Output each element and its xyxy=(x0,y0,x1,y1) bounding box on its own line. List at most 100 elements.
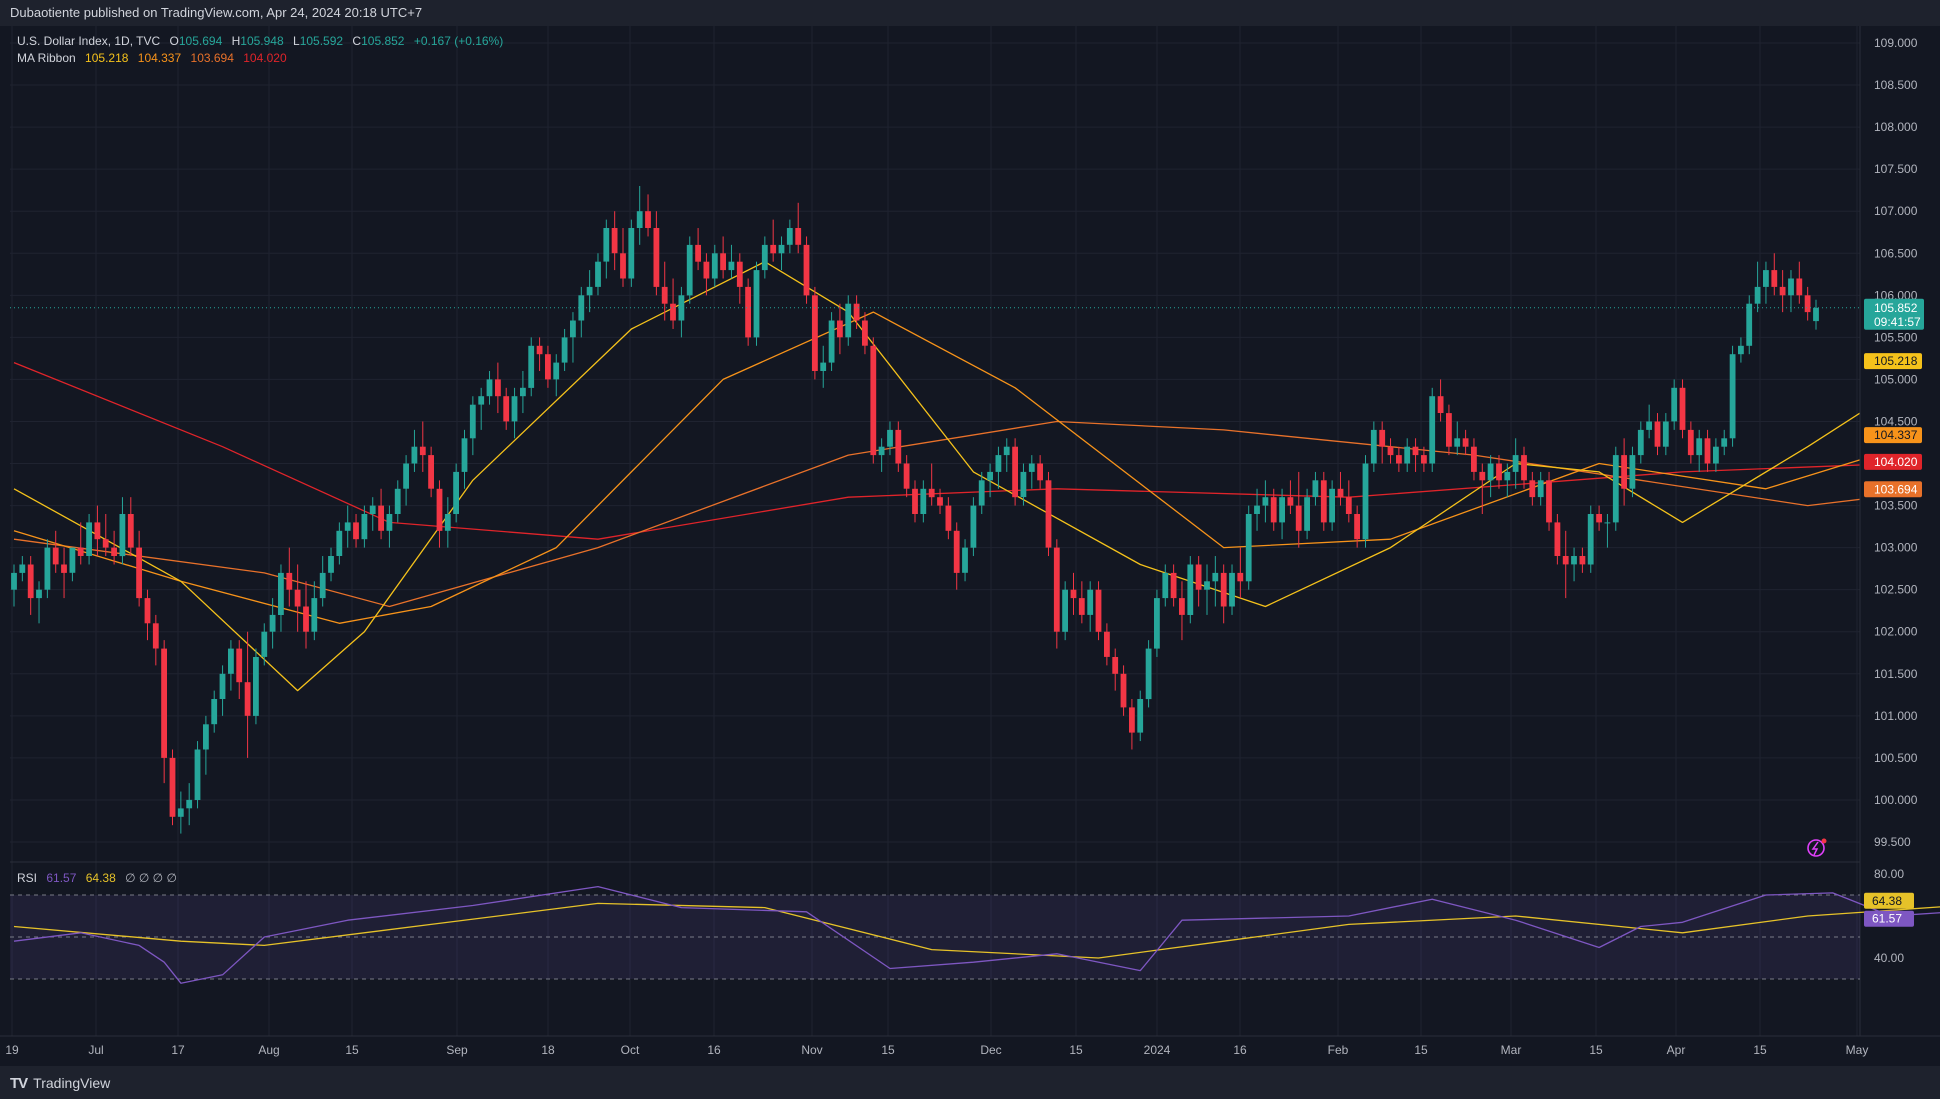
candle xyxy=(119,497,126,565)
rsi-band xyxy=(10,895,1860,979)
candle-body xyxy=(1521,455,1527,481)
candle-body xyxy=(686,244,693,296)
candle-body xyxy=(1329,488,1335,523)
candle xyxy=(44,539,51,599)
candle xyxy=(86,513,92,565)
time-axis[interactable]: 19 Jul 17 Aug 15 Sep 18 Oct 16 Nov 15 Dec 15 2024 16 Fe… xyxy=(0,1035,1940,1066)
candle xyxy=(127,497,134,557)
candle xyxy=(286,547,293,607)
candle-body xyxy=(319,572,326,599)
candle-body xyxy=(1654,421,1661,447)
candle xyxy=(1579,547,1586,573)
candle xyxy=(1254,488,1260,531)
candle xyxy=(186,783,193,826)
candle xyxy=(1237,547,1244,599)
candle-body xyxy=(1262,497,1269,506)
candle xyxy=(1037,455,1043,489)
candle-body xyxy=(795,228,802,245)
candle-body xyxy=(695,244,701,262)
candle xyxy=(1504,463,1511,498)
time-tick-label: 15 xyxy=(1589,1043,1603,1057)
price-axis[interactable]: 109.000 108.500 108.000 107.500 107.000 106.5… xyxy=(1859,26,1940,1036)
candle-body xyxy=(1779,286,1786,296)
candle xyxy=(586,270,593,313)
candle-body xyxy=(344,522,351,531)
candle-body xyxy=(1304,497,1310,531)
candle xyxy=(812,286,818,380)
candle xyxy=(862,312,868,355)
candle-body xyxy=(1462,438,1469,447)
price-chart[interactable]: 109.000 108.500 108.000 107.500 107.000 106.5… xyxy=(0,0,1940,1066)
candle xyxy=(1154,589,1160,657)
candle-body xyxy=(1396,455,1402,464)
candle-body xyxy=(1754,286,1761,304)
candle xyxy=(1145,640,1152,708)
candle-body xyxy=(1612,455,1619,523)
candle-body xyxy=(1245,514,1252,582)
candle-body xyxy=(1437,396,1444,413)
candle-body xyxy=(1571,556,1577,565)
candle-body xyxy=(820,362,827,371)
candle-body xyxy=(1713,446,1719,464)
candle xyxy=(1204,564,1210,615)
candle-body xyxy=(119,514,126,557)
candle xyxy=(1262,480,1269,523)
candle-body xyxy=(211,699,218,725)
candle-body xyxy=(586,286,593,296)
candle xyxy=(1813,299,1819,330)
last-price-tag: 105.852 xyxy=(1874,301,1918,315)
candle xyxy=(1437,379,1444,422)
ma200-line xyxy=(13,361,1940,540)
candle xyxy=(1596,505,1602,531)
candle-body xyxy=(294,589,301,607)
candle xyxy=(311,581,318,641)
candle xyxy=(561,328,568,372)
candle xyxy=(236,640,243,700)
candle xyxy=(61,547,67,599)
candle xyxy=(244,631,251,758)
candle xyxy=(269,598,276,649)
candle-body xyxy=(1270,497,1277,523)
candle-body xyxy=(1671,387,1678,422)
candle-body xyxy=(595,261,601,287)
candle xyxy=(728,244,735,279)
tradingview-logo[interactable]: TV TradingView xyxy=(10,1073,110,1093)
candle xyxy=(436,480,443,548)
candle xyxy=(1796,261,1803,304)
candle xyxy=(1337,471,1344,506)
candle-body xyxy=(44,547,51,590)
candle xyxy=(1078,581,1085,624)
ma-tag-bg xyxy=(1864,353,1922,370)
candle-body xyxy=(478,396,485,405)
time-axis-background xyxy=(0,1036,1940,1066)
candle xyxy=(845,295,852,346)
candle xyxy=(27,556,34,615)
candle-body xyxy=(1087,589,1094,615)
candle xyxy=(1562,530,1569,599)
candle-body xyxy=(803,244,810,296)
candle-body xyxy=(1070,589,1077,599)
candle-body xyxy=(503,396,510,422)
candle-body xyxy=(1062,589,1068,632)
time-tick-label: Mar xyxy=(1501,1043,1522,1057)
rsi-tick-label: 40.00 xyxy=(1874,951,1904,965)
plot-background xyxy=(10,26,1860,1036)
price-tick-label: 101.500 xyxy=(1874,667,1918,681)
candle-body xyxy=(1404,446,1411,464)
candle xyxy=(828,312,835,372)
candle-body xyxy=(578,295,585,321)
candle xyxy=(578,286,585,338)
candle-body xyxy=(1546,480,1552,523)
candle xyxy=(1496,455,1502,489)
candle-body xyxy=(286,572,293,590)
price-tick-label: 107.000 xyxy=(1874,204,1918,218)
time-tick-label: 2024 xyxy=(1144,1043,1171,1057)
candle xyxy=(1612,446,1619,531)
alert-icon[interactable] xyxy=(1807,838,1827,857)
candle xyxy=(386,505,393,548)
price-tick-label: 105.500 xyxy=(1874,330,1918,344)
candle xyxy=(1446,404,1452,456)
candle xyxy=(1312,471,1319,506)
candle-body xyxy=(1354,514,1360,540)
candle-body xyxy=(1429,396,1436,464)
